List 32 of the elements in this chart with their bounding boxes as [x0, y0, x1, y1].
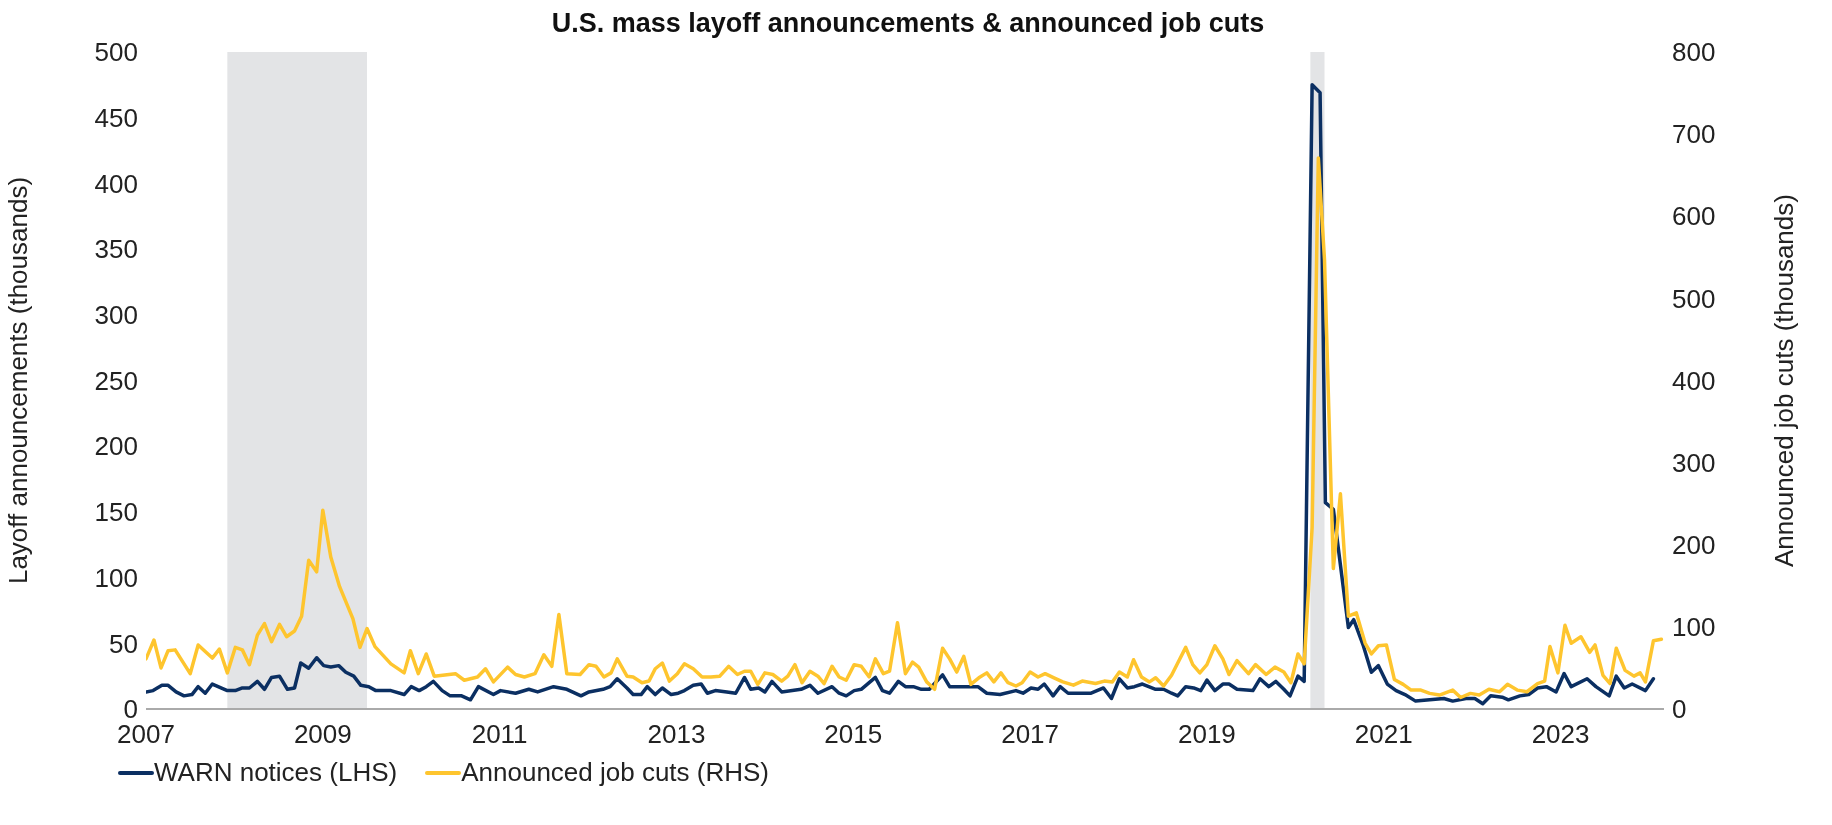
x-tick-label: 2017 — [1001, 719, 1060, 750]
y-tick-label: 350 — [94, 234, 138, 265]
legend-label: Announced job cuts (RHS) — [461, 757, 770, 788]
x-tick-label: 2009 — [293, 719, 352, 750]
y2-tick-label: 300 — [1672, 447, 1716, 478]
y2-tick-label: 200 — [1672, 529, 1716, 560]
x-tick-label: 2021 — [1354, 719, 1413, 750]
x-tick-label: 2011 — [471, 719, 528, 750]
x-tick-label: 2019 — [1178, 719, 1236, 750]
y2-tick-label: 600 — [1672, 201, 1716, 232]
x-tick-label: 2013 — [647, 719, 706, 750]
y-axis-title: Layoff announcements (thousands) — [3, 176, 34, 585]
y-tick-label: 100 — [94, 562, 138, 593]
y-tick-label: 300 — [94, 300, 138, 331]
y-tick-label: 450 — [94, 102, 138, 133]
y2-tick-label: 400 — [1672, 365, 1716, 396]
y2-tick-label: 100 — [1672, 612, 1716, 643]
y-tick-label: 400 — [94, 168, 138, 199]
y2-tick-label: 700 — [1672, 119, 1716, 150]
x-tick-label: 2015 — [824, 719, 883, 750]
y2-tick-label: 0 — [1672, 694, 1687, 725]
y-tick-label: 250 — [94, 365, 138, 396]
y2-tick-label: 800 — [1672, 37, 1716, 68]
legend-label: WARN notices (LHS) — [154, 757, 398, 788]
chart-title: U.S. mass layoff announcements & announced job cuts — [551, 8, 1265, 38]
y2-tick-label: 500 — [1672, 283, 1716, 314]
y-tick-label: 500 — [94, 37, 138, 68]
y-tick-label: 200 — [94, 431, 138, 462]
y-tick-label: 50 — [109, 628, 138, 659]
x-tick-label: 2023 — [1531, 719, 1590, 750]
y-tick-label: 150 — [94, 497, 138, 528]
y2-axis-title: Announced job cuts (thousands) — [1769, 194, 1800, 567]
